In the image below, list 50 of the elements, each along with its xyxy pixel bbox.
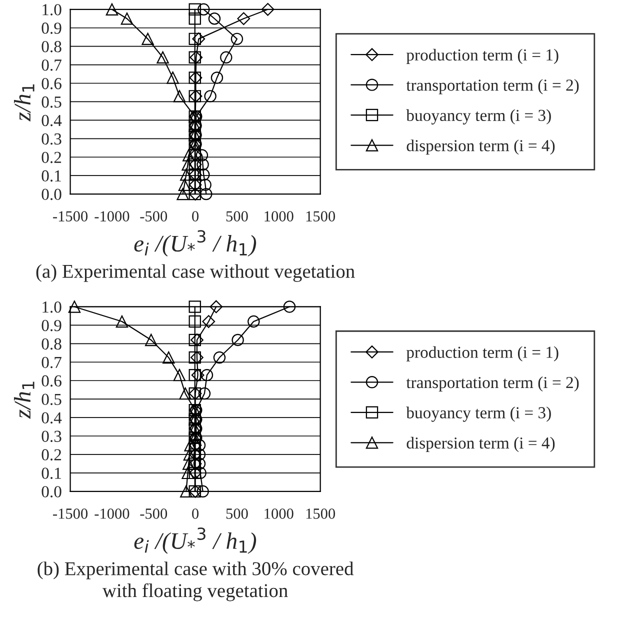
y-tick-label: 0.3 (42, 430, 62, 442)
y-tick-label: 0.8 (42, 41, 62, 52)
x-axis-title: e$_{i}$ /(U$_{*}$$^{3}$ / h$_{1}$) (134, 230, 256, 256)
y-tick-label: 0.7 (42, 356, 62, 368)
y-tick-label: 0.6 (42, 78, 62, 90)
x-tick-label: -1000 (94, 211, 130, 222)
text: (a) Experimental case without vegetation (36, 264, 355, 282)
text: (b) Experimental case with 30% covered with floating vegetation (38, 562, 354, 602)
legend-label: production term (i = 1) (406, 346, 558, 362)
x-tick-label: -500 (140, 508, 168, 519)
y-tick-label: 0.4 (42, 114, 62, 126)
y-tick-label: 0.5 (42, 394, 62, 406)
y-tick-label: 0.2 (42, 152, 62, 164)
x-tick-label: 1000 (264, 508, 294, 519)
y-tick-label: 0.1 (42, 468, 61, 479)
y-tick-label: 0.3 (42, 133, 62, 145)
y-tick-label: 0.7 (42, 59, 62, 71)
legend-label: dispersion term (i = 4) (406, 436, 555, 452)
y-tick-label: 1.0 (42, 301, 62, 313)
y-tick-label: 0.0 (42, 188, 62, 200)
y-axis-title: z/h$_{1}$ (14, 84, 34, 122)
y-tick-label: 1.0 (42, 4, 62, 16)
legend-label: buoyancy term (i = 3) (406, 109, 551, 124)
legend-label: buoyancy term (i = 3) (406, 406, 551, 422)
x-tick-label: -500 (140, 211, 168, 222)
x-tick-label: 1000 (264, 211, 294, 222)
legend-label: transportation term (i = 2) (406, 376, 579, 392)
x-tick-label: -1500 (53, 211, 88, 222)
y-tick-label: 0.4 (42, 412, 62, 424)
y-tick-label: 0.5 (42, 96, 62, 108)
y-tick-label: 0.6 (42, 375, 62, 387)
x-tick-label: 0 (192, 211, 199, 222)
x-tick-label: 1500 (306, 211, 336, 222)
y-tick-label: 0.2 (42, 449, 62, 460)
y-tick-label: 0.1 (42, 170, 61, 182)
legend-label: dispersion term (i = 4) (406, 140, 555, 155)
x-tick-label: 0 (192, 508, 199, 519)
legend-label: production term (i = 1) (406, 48, 558, 64)
y-tick-label: 0.9 (42, 22, 62, 34)
x-tick-label: -1000 (94, 508, 130, 519)
y-tick-label: 0.0 (42, 486, 62, 498)
y-tick-label: 0.8 (42, 338, 62, 350)
x-axis-title: e$_{i}$ /(U$_{*}$$^{3}$ / h$_{1}$) (134, 527, 256, 554)
x-tick-label: -1500 (53, 508, 88, 519)
legend-label: transportation term (i = 2) (406, 79, 579, 94)
y-axis-title: z/h$_{1}$ (14, 382, 34, 419)
x-tick-label: 500 (226, 211, 248, 222)
x-tick-label: 500 (226, 508, 248, 519)
y-tick-label: 0.9 (42, 320, 62, 332)
x-tick-label: 1500 (306, 508, 336, 519)
